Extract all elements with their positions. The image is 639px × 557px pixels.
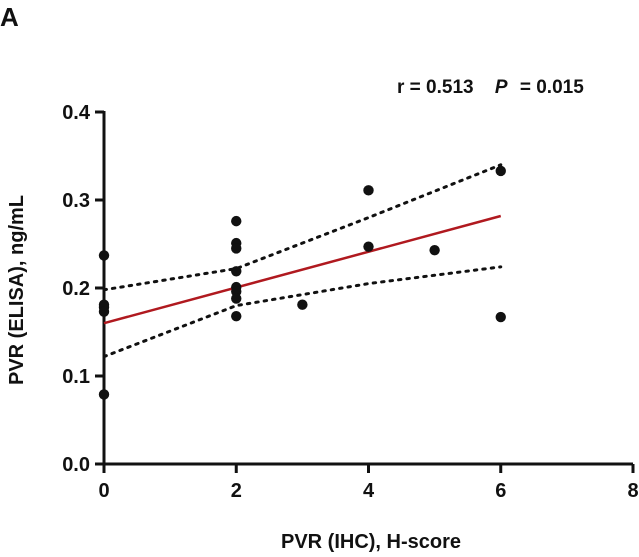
plot-layer: 0.0 0.1 0.2 0.3 0.4 0 2 4 6 8 — [62, 102, 638, 502]
y-axis-title: PVR (ELISA), ng/mL — [6, 195, 28, 385]
p-value: = 0.015 — [520, 77, 584, 98]
x-tick-label: 8 — [627, 480, 638, 502]
data-point — [363, 241, 374, 252]
y-tick-label: 0.1 — [62, 366, 90, 388]
text-layer: A r = 0.513 P = 0.015 PVR (IHC), H-score… — [0, 2, 584, 553]
data-point — [231, 215, 242, 227]
x-tick-label: 0 — [98, 480, 109, 502]
stat-label: r = 0.513 P = 0.015 — [397, 77, 584, 98]
data-point — [429, 244, 440, 256]
y-tick-label: 0.3 — [62, 190, 90, 212]
data-point — [98, 250, 110, 261]
data-point — [98, 389, 110, 400]
data-point — [495, 165, 506, 177]
x-tick-label: 2 — [231, 480, 242, 502]
upper-confidence-band — [102, 163, 503, 292]
regression-line — [103, 214, 502, 325]
lower-confidence-band — [102, 265, 503, 359]
data-point — [98, 306, 110, 317]
correlation-coefficient: r = 0.513 — [397, 77, 474, 98]
data-point — [363, 185, 374, 196]
data-point — [231, 293, 242, 304]
data-point — [297, 299, 308, 310]
x-tick-label: 4 — [363, 480, 375, 502]
p-symbol: P — [495, 77, 508, 98]
y-tick-label: 0.4 — [62, 102, 91, 124]
data-point — [495, 311, 506, 323]
y-tick-label: 0.2 — [62, 278, 90, 300]
y-tick-label: 0.0 — [62, 454, 90, 476]
data-point — [231, 266, 242, 277]
data-point — [231, 243, 242, 254]
x-tick-label: 6 — [495, 480, 506, 502]
data-point — [231, 310, 242, 322]
x-axis-title: PVR (IHC), H-score — [281, 531, 461, 553]
panel-label: A — [0, 2, 19, 32]
